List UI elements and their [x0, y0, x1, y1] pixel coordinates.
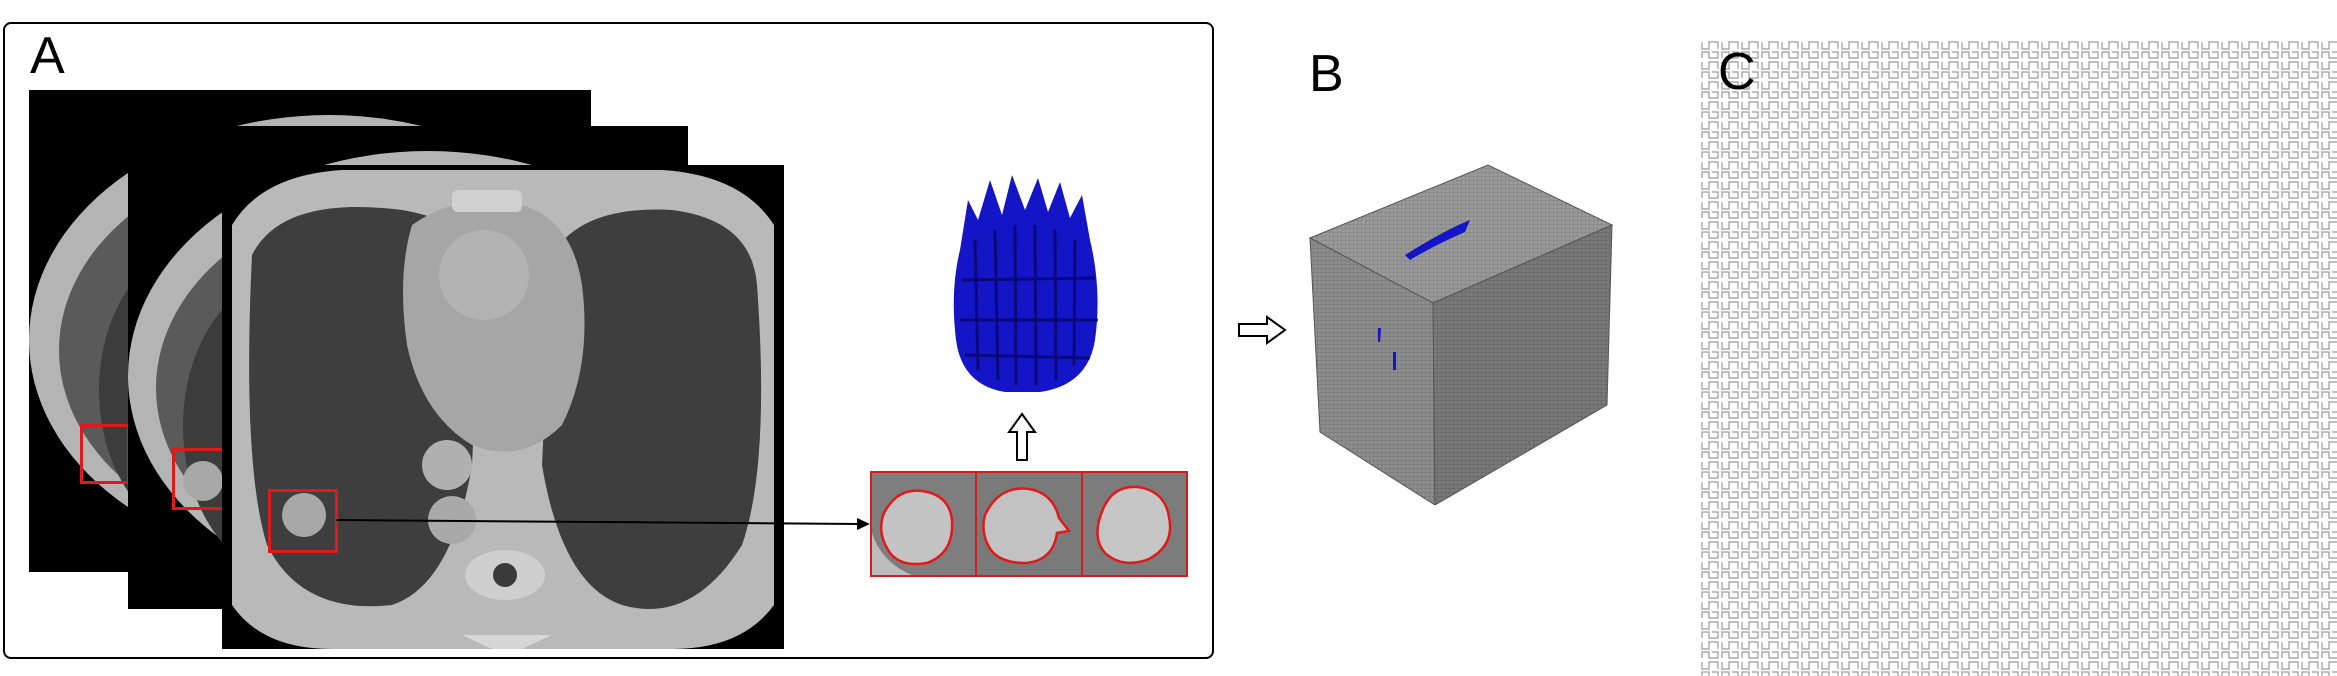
panel-a-frame: [3, 22, 1214, 659]
hollow-up-arrow-icon: [1007, 412, 1037, 461]
ct-slice-front: [222, 165, 784, 649]
panel-b-label: B: [1309, 45, 1344, 103]
hollow-right-arrow-icon: [1238, 315, 1287, 345]
panel-a-label: A: [30, 27, 65, 85]
roi-zoom-strip: [870, 471, 1188, 577]
tumor-3d-render: [953, 175, 1098, 392]
roi-zoom-tile-3: [1082, 473, 1186, 575]
panel-c-label: C: [1718, 43, 1756, 101]
roi-zoom-tile-2: [977, 473, 1083, 575]
voxel-cube: [1308, 164, 1614, 505]
space-filling-curve-pattern: [1700, 40, 2337, 676]
roi-zoom-tile-1: [872, 473, 978, 575]
